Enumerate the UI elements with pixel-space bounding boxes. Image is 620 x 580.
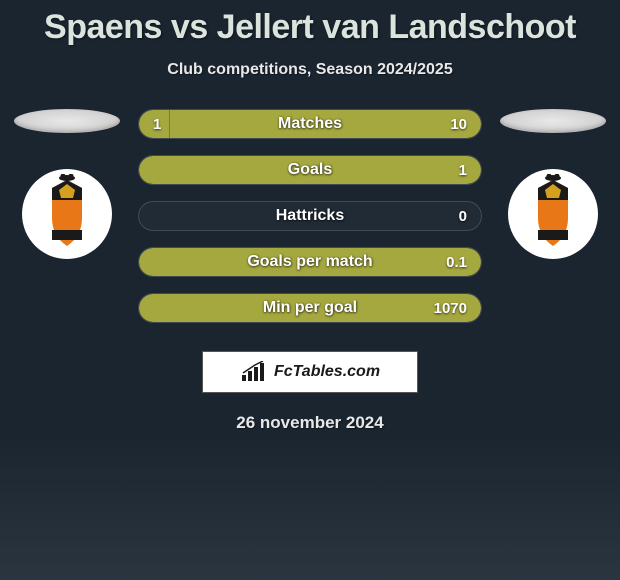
player-left-placeholder-icon: [14, 109, 120, 133]
stat-label: Min per goal: [139, 299, 481, 317]
player-right-side: [500, 109, 606, 259]
stat-row: Goals per match0.1: [138, 247, 482, 277]
club-crest-right-icon: [508, 169, 598, 259]
stat-row: Hattricks0: [138, 201, 482, 231]
stat-row: Goals1: [138, 155, 482, 185]
stat-label: Goals per match: [139, 253, 481, 271]
club-crest-left-icon: [22, 169, 112, 259]
stat-row: 1Matches10: [138, 109, 482, 139]
player-left-side: [14, 109, 120, 259]
page-title: Spaens vs Jellert van Landschoot: [0, 0, 620, 47]
player-right-placeholder-icon: [500, 109, 606, 133]
date-label: 26 november 2024: [0, 413, 620, 433]
stat-value-right: 1: [459, 162, 467, 179]
stat-label: Hattricks: [139, 207, 481, 225]
stats-bars: 1Matches10Goals1Hattricks0Goals per matc…: [138, 109, 482, 323]
comparison-container: 1Matches10Goals1Hattricks0Goals per matc…: [0, 109, 620, 323]
stat-value-right: 10: [450, 116, 467, 133]
stat-value-right: 0.1: [446, 254, 467, 271]
brand-badge[interactable]: FcTables.com: [202, 351, 418, 393]
stat-value-right: 0: [459, 208, 467, 225]
stat-label: Matches: [139, 115, 481, 133]
brand-chart-icon: [240, 361, 268, 383]
stat-label: Goals: [139, 161, 481, 179]
stat-value-right: 1070: [434, 300, 467, 317]
brand-label: FcTables.com: [274, 363, 380, 381]
stat-row: Min per goal1070: [138, 293, 482, 323]
subtitle: Club competitions, Season 2024/2025: [0, 61, 620, 79]
